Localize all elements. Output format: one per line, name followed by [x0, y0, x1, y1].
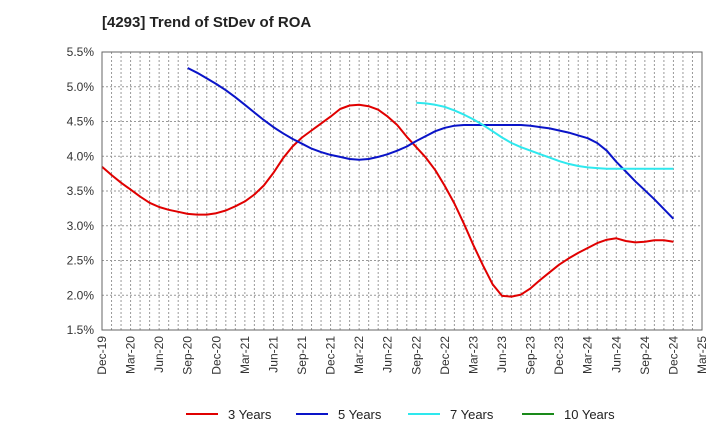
y-tick-label: 2.0% — [67, 288, 95, 302]
x-tick-label: Dec-23 — [552, 336, 566, 375]
x-tick-label: Dec-19 — [95, 336, 109, 375]
legend-label-3-years: 3 Years — [228, 406, 272, 422]
x-tick-label: Sep-21 — [295, 336, 309, 375]
x-tick-label: Sep-24 — [638, 336, 652, 375]
x-tick-label: Mar-20 — [124, 336, 138, 374]
x-tick-label: Dec-20 — [209, 336, 223, 375]
x-axis-ticks: Dec-19 Mar-20 Jun-20 Sep-20 Dec-20 Mar-21 Jun-… — [95, 336, 709, 375]
grid-layer — [101, 51, 703, 331]
x-tick-label: Jun-21 — [266, 336, 280, 373]
legend-swatch-10-years — [522, 413, 554, 415]
x-tick-label: Jun-23 — [495, 336, 509, 373]
y-tick-label: 2.5% — [67, 254, 95, 268]
series-line-3-years — [101, 103, 674, 298]
legend-label-7-years: 7 Years — [450, 406, 494, 422]
y-tick-label: 4.5% — [67, 115, 95, 129]
legend-label-10-years: 10 Years — [564, 406, 615, 422]
legend-swatch-3-years — [186, 413, 218, 415]
x-tick-label: Sep-23 — [524, 336, 538, 375]
x-tick-label: Sep-22 — [409, 336, 423, 375]
legend-item-5-years: 5 Years — [296, 404, 381, 424]
x-tick-label: Dec-22 — [438, 336, 452, 375]
legend-item-10-years: 10 Years — [522, 404, 615, 424]
legend-swatch-7-years — [408, 413, 440, 415]
legend-item-7-years: 7 Years — [408, 404, 493, 424]
x-tick-label: Sep-20 — [181, 336, 195, 375]
legend-label-5-years: 5 Years — [338, 406, 382, 422]
x-tick-label: Dec-24 — [666, 336, 680, 375]
x-tick-label: Jun-24 — [609, 336, 623, 373]
x-tick-label: Mar-24 — [581, 336, 595, 374]
y-tick-label: 3.5% — [67, 184, 95, 198]
chart-title: [4293] Trend of StDev of ROA — [102, 14, 312, 31]
series-line-5-years — [187, 67, 675, 220]
plot-frame — [101, 51, 703, 331]
legend: 3 Years 5 Years 7 Years 10 Years — [0, 404, 720, 426]
x-tick-label: Mar-25 — [695, 336, 709, 374]
series-line-7-years — [416, 101, 674, 170]
y-tick-label: 5.0% — [67, 80, 95, 94]
legend-swatch-5-years — [296, 413, 328, 415]
y-tick-label: 5.5% — [67, 45, 95, 59]
x-tick-label: Mar-21 — [238, 336, 252, 374]
x-tick-label: Jun-22 — [381, 336, 395, 373]
legend-item-3-years: 3 Years — [186, 404, 271, 424]
x-tick-label: Dec-21 — [324, 336, 338, 375]
y-tick-label: 3.0% — [67, 219, 95, 233]
x-tick-label: Jun-20 — [152, 336, 166, 373]
y-tick-label: 4.0% — [67, 149, 95, 163]
x-tick-label: Mar-22 — [352, 336, 366, 374]
series-layer — [101, 67, 675, 298]
y-tick-label: 1.5% — [67, 323, 95, 337]
x-tick-label: Mar-23 — [466, 336, 480, 374]
y-axis-ticks: 5.5% 5.0% 4.5% 4.0% 3.5% 3.0% 2.5% 2.0% 1.5% — [67, 45, 95, 337]
